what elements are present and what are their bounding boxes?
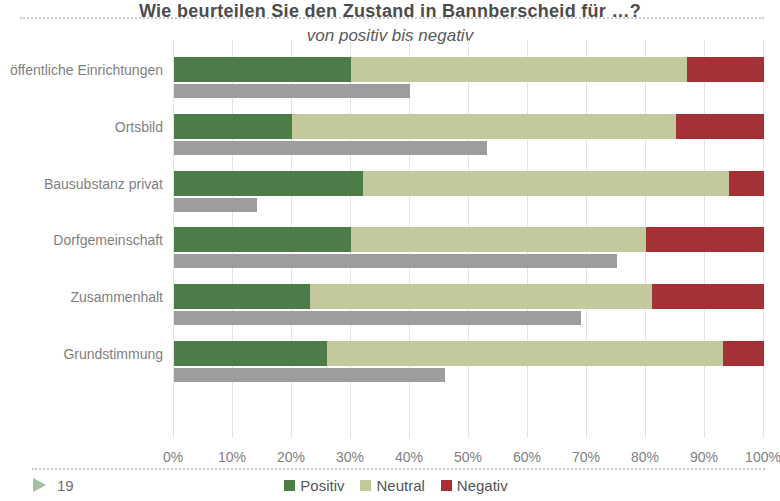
secondary-bar (174, 368, 445, 382)
category-label: Ortsbild (0, 120, 163, 134)
bar-segment-neutral (351, 227, 646, 252)
x-axis: 0%10%20%30%40%50%60%70%80%90%100% (173, 449, 764, 465)
category-label: Zusammenhalt (0, 290, 163, 304)
x-tick-label: 20% (277, 449, 305, 465)
legend-item-negativ: Negativ (441, 477, 508, 494)
bar-segment-positiv (174, 341, 327, 366)
bar-segment-positiv (174, 57, 351, 82)
secondary-bar (174, 254, 617, 268)
x-tick-label: 90% (690, 449, 718, 465)
legend-swatch-icon (441, 480, 452, 491)
bar-segment-positiv (174, 171, 363, 196)
x-tick-label: 50% (454, 449, 482, 465)
category-label: Dorfgemeinschaft (0, 233, 163, 247)
legend-swatch-icon (284, 480, 295, 491)
x-tick-label: 30% (336, 449, 364, 465)
secondary-bar (174, 141, 487, 155)
bar-segment-neutral (363, 171, 729, 196)
bar-segment-negativ (652, 284, 764, 309)
secondary-bar (174, 198, 257, 212)
slide-arrow-icon (33, 478, 46, 492)
category-label: Grundstimmung (0, 347, 163, 361)
x-tick-label: 10% (218, 449, 246, 465)
legend-swatch-icon (360, 480, 371, 491)
secondary-bar (174, 84, 410, 98)
bar-segment-neutral (327, 341, 722, 366)
bar-segment-negativ (646, 227, 764, 252)
legend-label: Neutral (376, 477, 424, 494)
bar-segment-negativ (687, 57, 764, 82)
legend-label: Positiv (300, 477, 344, 494)
bar-segment-negativ (676, 114, 765, 139)
bar-segment-negativ (723, 341, 764, 366)
bar-segment-positiv (174, 114, 292, 139)
x-tick-label: 100% (745, 449, 780, 465)
x-tick-label: 0% (163, 449, 183, 465)
legend: Positiv Neutral Negativ (12, 477, 780, 494)
x-tick-label: 70% (572, 449, 600, 465)
legend-item-neutral: Neutral (360, 477, 424, 494)
title-divider-line (20, 17, 764, 19)
bar-segment-positiv (174, 284, 310, 309)
category-label: Bausubstanz privat (0, 177, 163, 191)
bar-segment-neutral (310, 284, 652, 309)
x-tick-label: 60% (513, 449, 541, 465)
page-number: 19 (57, 477, 74, 494)
x-tick-label: 80% (631, 449, 659, 465)
bar-segment-neutral (292, 114, 676, 139)
bar-segment-negativ (729, 171, 764, 196)
secondary-bar (174, 311, 581, 325)
category-label: öffentliche Einrichtungen (0, 63, 163, 77)
footer-divider-line (32, 468, 765, 470)
slide: Wie beurteilen Sie den Zustand in Bannbe… (0, 0, 780, 501)
bar-segment-neutral (351, 57, 687, 82)
bar-segment-positiv (174, 227, 351, 252)
legend-label: Negativ (457, 477, 508, 494)
plot-area (173, 40, 764, 438)
x-tick-label: 40% (395, 449, 423, 465)
legend-item-positiv: Positiv (284, 477, 344, 494)
